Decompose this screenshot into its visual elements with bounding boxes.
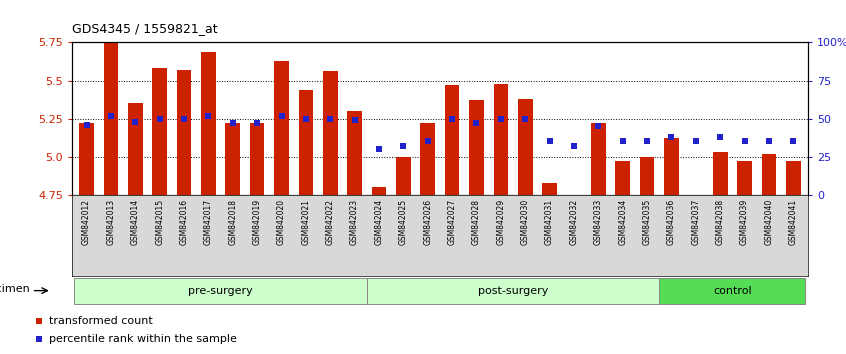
Text: GSM842027: GSM842027	[448, 199, 457, 245]
Bar	[689, 195, 703, 210]
Text: GDS4345 / 1559821_at: GDS4345 / 1559821_at	[72, 22, 217, 35]
Bar	[542, 183, 557, 195]
Bar	[371, 187, 387, 195]
Bar	[128, 103, 143, 195]
Text: post-surgery: post-surgery	[478, 286, 548, 296]
Bar	[615, 161, 630, 195]
Text: GSM842037: GSM842037	[691, 199, 700, 245]
Text: GSM842025: GSM842025	[398, 199, 408, 245]
Text: percentile rank within the sample: percentile rank within the sample	[49, 334, 237, 344]
Text: GSM842021: GSM842021	[301, 199, 310, 245]
Text: pre-surgery: pre-surgery	[188, 286, 253, 296]
Text: GSM842013: GSM842013	[107, 199, 115, 245]
Text: GSM842030: GSM842030	[521, 199, 530, 245]
Text: GSM842040: GSM842040	[765, 199, 773, 245]
Bar	[201, 52, 216, 195]
Text: control: control	[713, 286, 752, 296]
Bar	[493, 84, 508, 195]
Bar	[177, 70, 191, 195]
Text: GSM842026: GSM842026	[423, 199, 432, 245]
Text: GSM842019: GSM842019	[253, 199, 261, 245]
Bar	[786, 161, 800, 195]
Bar	[659, 278, 805, 304]
Text: GSM842039: GSM842039	[740, 199, 749, 245]
Text: GSM842029: GSM842029	[497, 199, 505, 245]
Bar	[567, 195, 581, 207]
Text: GSM842032: GSM842032	[569, 199, 579, 245]
Bar	[713, 152, 728, 195]
Text: GSM842038: GSM842038	[716, 199, 725, 245]
Bar	[274, 61, 288, 195]
Text: GSM842034: GSM842034	[618, 199, 627, 245]
Bar	[396, 157, 410, 195]
Text: GSM842035: GSM842035	[643, 199, 651, 245]
Bar	[664, 138, 678, 195]
Text: transformed count: transformed count	[49, 316, 153, 326]
Bar	[761, 154, 777, 195]
Text: GSM842022: GSM842022	[326, 199, 335, 245]
Bar	[80, 123, 94, 195]
Bar	[367, 278, 659, 304]
Text: GSM842015: GSM842015	[155, 199, 164, 245]
Bar	[470, 100, 484, 195]
Bar	[225, 123, 240, 195]
Text: GSM842028: GSM842028	[472, 199, 481, 245]
Text: GSM842017: GSM842017	[204, 199, 213, 245]
Text: GSM842031: GSM842031	[545, 199, 554, 245]
Text: GSM842018: GSM842018	[228, 199, 237, 245]
Bar	[299, 90, 313, 195]
Text: GSM842016: GSM842016	[179, 199, 189, 245]
Bar	[323, 72, 338, 195]
Bar	[103, 42, 118, 195]
Bar	[445, 85, 459, 195]
Bar	[591, 123, 606, 195]
Bar	[518, 99, 532, 195]
Text: GSM842012: GSM842012	[82, 199, 91, 245]
Text: GSM842033: GSM842033	[594, 199, 603, 245]
Text: GSM842014: GSM842014	[131, 199, 140, 245]
Text: specimen: specimen	[0, 284, 30, 294]
Text: GSM842023: GSM842023	[350, 199, 359, 245]
Bar	[348, 111, 362, 195]
Text: GSM842036: GSM842036	[667, 199, 676, 245]
Text: GSM842020: GSM842020	[277, 199, 286, 245]
Bar	[420, 123, 435, 195]
Bar	[640, 157, 655, 195]
Text: GSM842024: GSM842024	[375, 199, 383, 245]
Bar	[250, 123, 265, 195]
Bar	[74, 278, 367, 304]
Bar	[737, 161, 752, 195]
Bar	[152, 68, 167, 195]
Text: GSM842041: GSM842041	[788, 199, 798, 245]
